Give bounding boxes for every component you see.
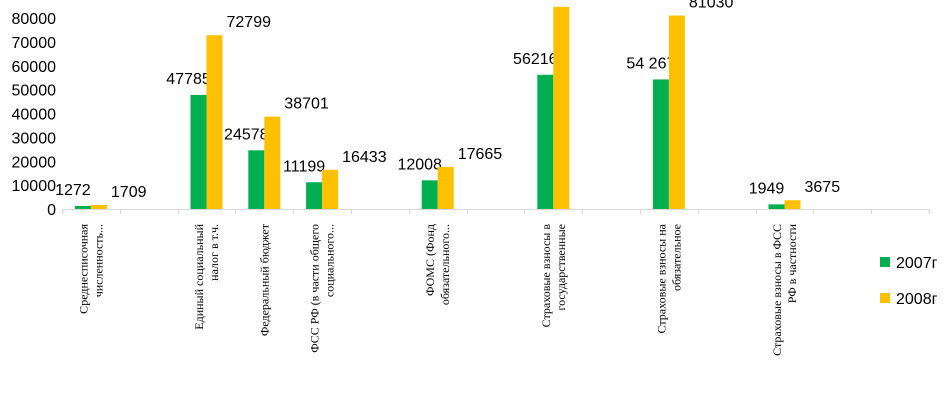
bar-2008г-8 [553, 6, 570, 209]
data-label: 47785 [166, 71, 211, 88]
category-label: государственные [554, 224, 568, 311]
data-label: 72799 [227, 14, 272, 31]
data-label: 54 267 [626, 55, 675, 72]
bar-2008г-4 [322, 169, 339, 209]
bar-2007г-4 [306, 182, 323, 209]
category-label: обязательное [669, 224, 683, 291]
category-label: численность... [91, 224, 105, 297]
bar-2008г-12 [784, 200, 801, 209]
category-label: Страховые взносы в ФСС [770, 224, 784, 356]
bar-2008г-0 [90, 204, 107, 209]
bar-2008г-2 [206, 35, 223, 210]
data-label: 3675 [805, 179, 841, 196]
legend-swatch-2008г [880, 293, 890, 303]
bar-2008г-10 [668, 15, 685, 209]
category-label: обязательного... [438, 224, 452, 305]
category-label: Страховые взносы в [539, 224, 553, 328]
bar-2007г-0 [74, 205, 91, 209]
data-label: 81030 [689, 0, 734, 12]
y-tick-label: 10000 [12, 178, 57, 195]
category-label: РФ в частности [785, 223, 799, 303]
data-label: 12008 [397, 156, 442, 173]
category-label: ФОМС (Фонд [423, 224, 437, 296]
y-tick-label: 40000 [12, 107, 57, 124]
bar-2007г-10 [652, 79, 669, 210]
data-label: 56216 [513, 51, 558, 68]
y-tick-label: 50000 [12, 83, 57, 100]
data-label: 11199 [283, 158, 325, 175]
y-tick-label: 30000 [12, 130, 57, 147]
data-label: 1709 [111, 184, 147, 201]
category-label: Среднесписочная [76, 224, 90, 314]
y-tick-label: 60000 [12, 59, 57, 76]
category-label: ФСС РФ (в части общего [308, 224, 322, 353]
data-label: 1949 [749, 180, 785, 197]
data-label: 84705 [573, 0, 618, 3]
data-label: 17665 [458, 146, 503, 163]
data-label: 1272 [55, 182, 91, 199]
category-label: Федеральный бюджет [257, 223, 271, 336]
bar-2007г-3 [248, 150, 265, 209]
category-label: социального... [323, 224, 337, 297]
y-tick-label: 20000 [12, 154, 57, 171]
bar-2007г-6 [421, 180, 438, 209]
legend-swatch-2007г [880, 257, 890, 267]
category-label: Единый социальный [192, 223, 206, 329]
bar-2007г-12 [768, 204, 785, 209]
legend-label: 2008г [896, 291, 938, 308]
bar-2007г-2 [190, 94, 207, 209]
data-label: 38701 [284, 96, 329, 113]
data-label: 16433 [342, 149, 387, 166]
y-tick-label: 0 [47, 202, 56, 219]
bar-2008г-3 [264, 116, 281, 209]
category-label: налог в т.ч. [207, 224, 221, 281]
bar-2008г-6 [437, 166, 454, 209]
y-tick-label: 80000 [12, 11, 57, 28]
category-label: Страховые взносы на [654, 223, 668, 333]
legend-label: 2007г [896, 255, 938, 272]
bar-2007г-8 [537, 74, 554, 209]
data-label: 24578 [224, 126, 269, 143]
y-tick-label: 70000 [12, 35, 57, 52]
